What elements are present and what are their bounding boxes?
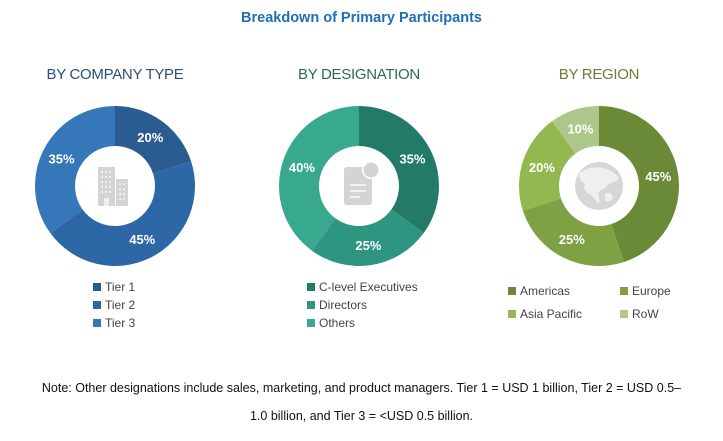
legend-swatch — [307, 283, 315, 291]
legend-swatch — [307, 319, 315, 327]
legend-item-asia-pacific: Asia Pacific — [508, 305, 620, 323]
globe-icon — [575, 162, 623, 210]
footnote-line-2: 1.0 billion, and Tier 3 = <USD 0.5 billi… — [249, 409, 474, 423]
legend-item-others: Others — [307, 314, 418, 332]
slice-tier-1 — [115, 106, 192, 174]
legend: Americas Europe Asia Pacific RoW — [508, 282, 698, 323]
legend-label: Asia Pacific — [520, 307, 583, 321]
chart-title: BY DESIGNATION — [298, 66, 420, 83]
slice-c-level-executives — [359, 106, 439, 234]
chart-title: BY COMPANY TYPE — [46, 66, 184, 83]
data-label-europe: 25% — [559, 232, 585, 247]
region-donut: 45% 25% 20% 10% — [519, 106, 679, 266]
legend-swatch — [93, 283, 101, 291]
legend-item-c-level: C-level Executives — [307, 278, 418, 296]
slice-others — [279, 106, 359, 251]
legend-item-americas: Americas — [508, 282, 620, 300]
data-label-asia-pacific: 20% — [529, 160, 555, 175]
chart-title: BY REGION — [558, 66, 640, 83]
data-label-row: 10% — [567, 121, 593, 136]
legend-item-tier-3: Tier 3 — [93, 314, 135, 332]
legend-swatch — [620, 310, 628, 318]
legend-label: Americas — [520, 284, 571, 298]
legend-swatch — [508, 287, 516, 295]
legend-item-europe: Europe — [620, 282, 700, 300]
slice-europe — [522, 198, 624, 266]
data-label-tier-1: 20% — [137, 130, 163, 145]
legend-label: Tier 3 — [105, 316, 136, 330]
data-label-directors: 25% — [355, 238, 381, 253]
legend-label: Tier 2 — [105, 298, 136, 312]
legend-swatch — [620, 287, 628, 295]
region-chart: BY REGION 45% 25% 20% 10% Americas Europe A… — [484, 66, 714, 346]
legend-item-row: RoW — [620, 305, 700, 323]
data-label-others: 40% — [289, 160, 315, 175]
legend-label: C-level Executives — [319, 280, 418, 294]
designation-donut: 35% 25% 40% — [279, 106, 439, 266]
data-label-tier-2: 45% — [129, 232, 155, 247]
data-label-tier-3: 35% — [49, 151, 75, 166]
legend-label: Europe — [632, 284, 671, 298]
slice-directors — [311, 209, 424, 266]
legend: Tier 1 Tier 2 Tier 3 — [93, 278, 135, 332]
legend-item-tier-2: Tier 2 — [93, 296, 135, 314]
main-title: Breakdown of Primary Participants — [241, 10, 482, 26]
legend-label: Others — [319, 316, 356, 330]
company-type-chart: BY COMPANY TYPE 20% 45% 35% Tier 1 — [0, 66, 230, 346]
legend-swatch — [307, 301, 315, 309]
legend-swatch — [93, 319, 101, 327]
slice-asia-pacific — [519, 121, 576, 211]
designation-chart: BY DESIGNATION 35% 25% 40% C-level Executi… — [244, 66, 474, 346]
legend-item-tier-1: Tier 1 — [93, 278, 135, 296]
data-label-c-level-executives: 35% — [399, 151, 425, 166]
footnote-line-1: Note: Other designations include sales, … — [41, 381, 682, 395]
document-icon — [344, 161, 380, 205]
legend-swatch — [93, 301, 101, 309]
legend-label: Tier 1 — [105, 280, 136, 294]
building-icon — [98, 167, 128, 206]
company-type-donut: 20% 45% 35% — [34, 106, 195, 266]
legend-item-directors: Directors — [307, 296, 418, 314]
legend: C-level Executives Directors Others — [307, 278, 418, 332]
data-label-americas: 45% — [645, 169, 671, 184]
legend-label: Directors — [319, 298, 368, 312]
slice-row — [551, 106, 599, 154]
legend-label: RoW — [632, 307, 659, 321]
slice-tier-2 — [50, 161, 195, 266]
slice-americas — [599, 106, 679, 263]
footnote: Note: Other designations include sales, … — [0, 374, 723, 430]
slice-tier-3 — [34, 106, 115, 234]
legend-swatch — [508, 310, 516, 318]
